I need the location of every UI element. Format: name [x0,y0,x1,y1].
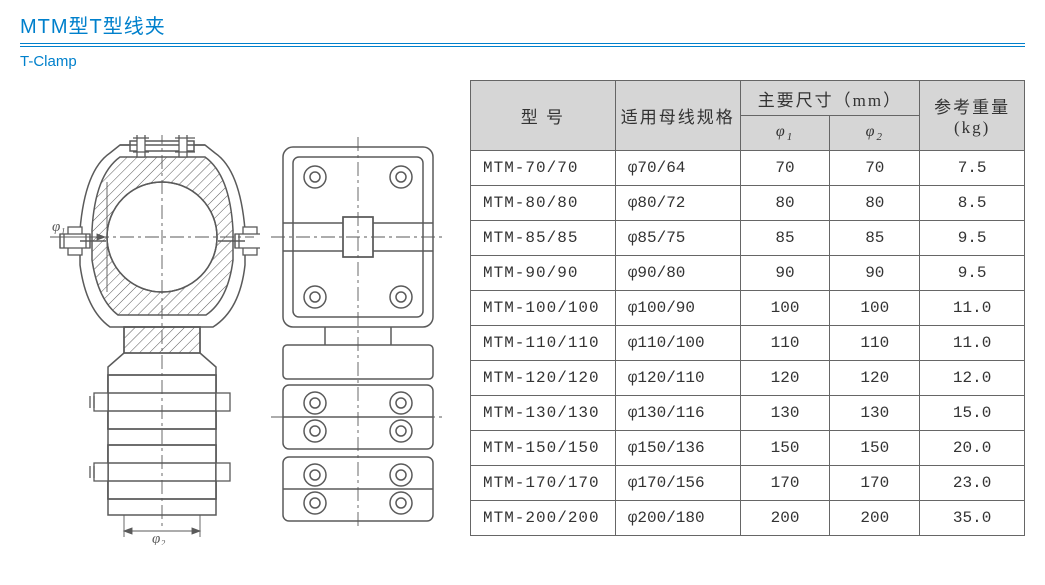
cell-model: MTM-200/200 [471,501,616,536]
cell-model: MTM-130/130 [471,396,616,431]
cell-spec: φ130/116 [615,396,740,431]
table-row: MTM-70/70φ70/6470707.5 [471,151,1025,186]
divider-2 [20,46,1025,47]
th-spec: 适用母线规格 [615,81,740,151]
spec-table: 型 号 适用母线规格 主要尺寸（mm） 参考重量(kg) φ1 φ2 MTM-7… [470,80,1025,536]
cell-spec: φ150/136 [615,431,740,466]
cell-spec: φ85/75 [615,221,740,256]
technical-drawing: φ₁ φ₂ [20,80,470,545]
cell-spec: φ120/110 [615,361,740,396]
cell-model: MTM-70/70 [471,151,616,186]
table-row: MTM-200/200φ200/18020020035.0 [471,501,1025,536]
cell-phi1: 170 [740,466,830,501]
title-english: T-Clamp [20,53,1025,70]
cell-phi2: 170 [830,466,920,501]
table-row: MTM-110/110φ110/10011011011.0 [471,326,1025,361]
cell-phi2: 120 [830,361,920,396]
cell-weight: 8.5 [920,186,1025,221]
cell-phi1: 120 [740,361,830,396]
cell-weight: 23.0 [920,466,1025,501]
table-row: MTM-100/100φ100/9010010011.0 [471,291,1025,326]
cell-phi2: 80 [830,186,920,221]
cell-model: MTM-150/150 [471,431,616,466]
th-phi1: φ1 [740,116,830,151]
cell-phi2: 150 [830,431,920,466]
cell-phi1: 70 [740,151,830,186]
cell-weight: 7.5 [920,151,1025,186]
title-chinese: MTM型T型线夹 [20,10,1025,39]
cell-model: MTM-120/120 [471,361,616,396]
cell-spec: φ110/100 [615,326,740,361]
cell-phi1: 80 [740,186,830,221]
table-row: MTM-80/80φ80/7280808.5 [471,186,1025,221]
cell-spec: φ200/180 [615,501,740,536]
cell-phi1: 150 [740,431,830,466]
th-weight: 参考重量(kg) [920,81,1025,151]
cell-model: MTM-110/110 [471,326,616,361]
table-row: MTM-120/120φ120/11012012012.0 [471,361,1025,396]
table-row: MTM-170/170φ170/15617017023.0 [471,466,1025,501]
cell-phi2: 200 [830,501,920,536]
table-row: MTM-150/150φ150/13615015020.0 [471,431,1025,466]
cell-phi2: 130 [830,396,920,431]
cell-phi2: 110 [830,326,920,361]
th-dims: 主要尺寸（mm） [740,81,920,116]
table-row: MTM-130/130φ130/11613013015.0 [471,396,1025,431]
cell-weight: 11.0 [920,291,1025,326]
cell-weight: 11.0 [920,326,1025,361]
cell-phi1: 90 [740,256,830,291]
cell-phi1: 130 [740,396,830,431]
cell-weight: 9.5 [920,221,1025,256]
cell-spec: φ70/64 [615,151,740,186]
cell-phi1: 200 [740,501,830,536]
cell-phi1: 85 [740,221,830,256]
th-model: 型 号 [471,81,616,151]
cell-weight: 35.0 [920,501,1025,536]
cell-phi2: 90 [830,256,920,291]
phi1-label: φ₁ [52,219,66,235]
table-row: MTM-85/85φ85/7585859.5 [471,221,1025,256]
cell-weight: 20.0 [920,431,1025,466]
table-row: MTM-90/90φ90/8090909.5 [471,256,1025,291]
cell-model: MTM-170/170 [471,466,616,501]
cell-spec: φ100/90 [615,291,740,326]
divider-1 [20,43,1025,44]
cell-weight: 12.0 [920,361,1025,396]
phi2-label: φ₂ [152,531,166,545]
cell-weight: 15.0 [920,396,1025,431]
drawing-side-view [265,135,450,545]
cell-model: MTM-100/100 [471,291,616,326]
cell-phi2: 85 [830,221,920,256]
cell-phi1: 110 [740,326,830,361]
cell-weight: 9.5 [920,256,1025,291]
cell-model: MTM-90/90 [471,256,616,291]
drawing-front-view: φ₁ φ₂ [50,135,260,545]
cell-phi1: 100 [740,291,830,326]
cell-phi2: 100 [830,291,920,326]
cell-phi2: 70 [830,151,920,186]
cell-spec: φ80/72 [615,186,740,221]
cell-model: MTM-85/85 [471,221,616,256]
cell-spec: φ90/80 [615,256,740,291]
cell-spec: φ170/156 [615,466,740,501]
th-phi2: φ2 [830,116,920,151]
cell-model: MTM-80/80 [471,186,616,221]
